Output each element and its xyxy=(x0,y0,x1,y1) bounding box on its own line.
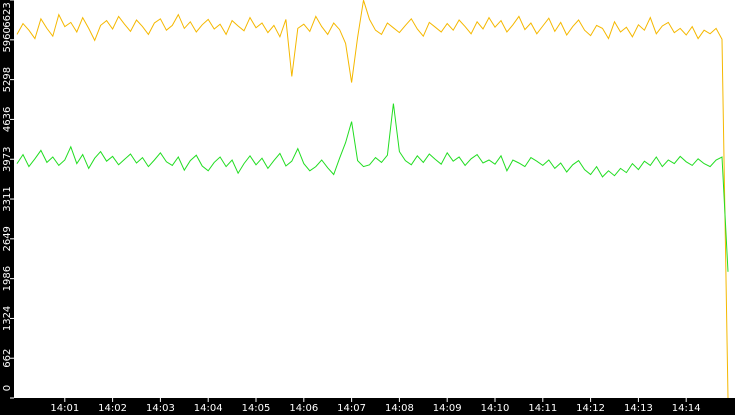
x-axis-band xyxy=(0,398,735,415)
x-tick-label: 14:01 xyxy=(50,403,79,414)
series-line xyxy=(16,0,729,399)
y-tick-label: 6623 xyxy=(2,2,13,27)
y-axis-band xyxy=(0,0,14,415)
y-tick-label: 5960 xyxy=(2,27,13,52)
y-tick-label: 3973 xyxy=(2,147,13,172)
y-tick-label: 4636 xyxy=(2,107,13,132)
x-tick-label: 14:07 xyxy=(337,403,366,414)
x-tick-label: 14:05 xyxy=(242,403,271,414)
x-tick-label: 14:09 xyxy=(433,403,462,414)
y-tick-label: 2649 xyxy=(2,226,13,251)
x-tick-label: 14:03 xyxy=(146,403,175,414)
y-tick-label: 662 xyxy=(2,349,13,368)
x-tick-label: 14:06 xyxy=(289,403,318,414)
x-tick-label: 14:04 xyxy=(194,403,223,414)
x-tick-label: 14:10 xyxy=(481,403,510,414)
y-tick-label: 3311 xyxy=(2,186,13,211)
y-tick-label: 5298 xyxy=(2,67,13,92)
x-tick-label: 14:11 xyxy=(528,403,557,414)
x-tick-label: 14:14 xyxy=(672,403,701,414)
x-tick-label: 14:13 xyxy=(624,403,653,414)
y-tick-label: 1986 xyxy=(2,266,13,291)
series-line xyxy=(16,103,729,272)
y-tick-label: 0 xyxy=(2,385,13,391)
x-tick-label: 14:02 xyxy=(98,403,127,414)
x-tick-label: 14:08 xyxy=(385,403,414,414)
x-tick-label: 14:12 xyxy=(576,403,605,414)
y-tick-label: 1324 xyxy=(2,306,13,331)
